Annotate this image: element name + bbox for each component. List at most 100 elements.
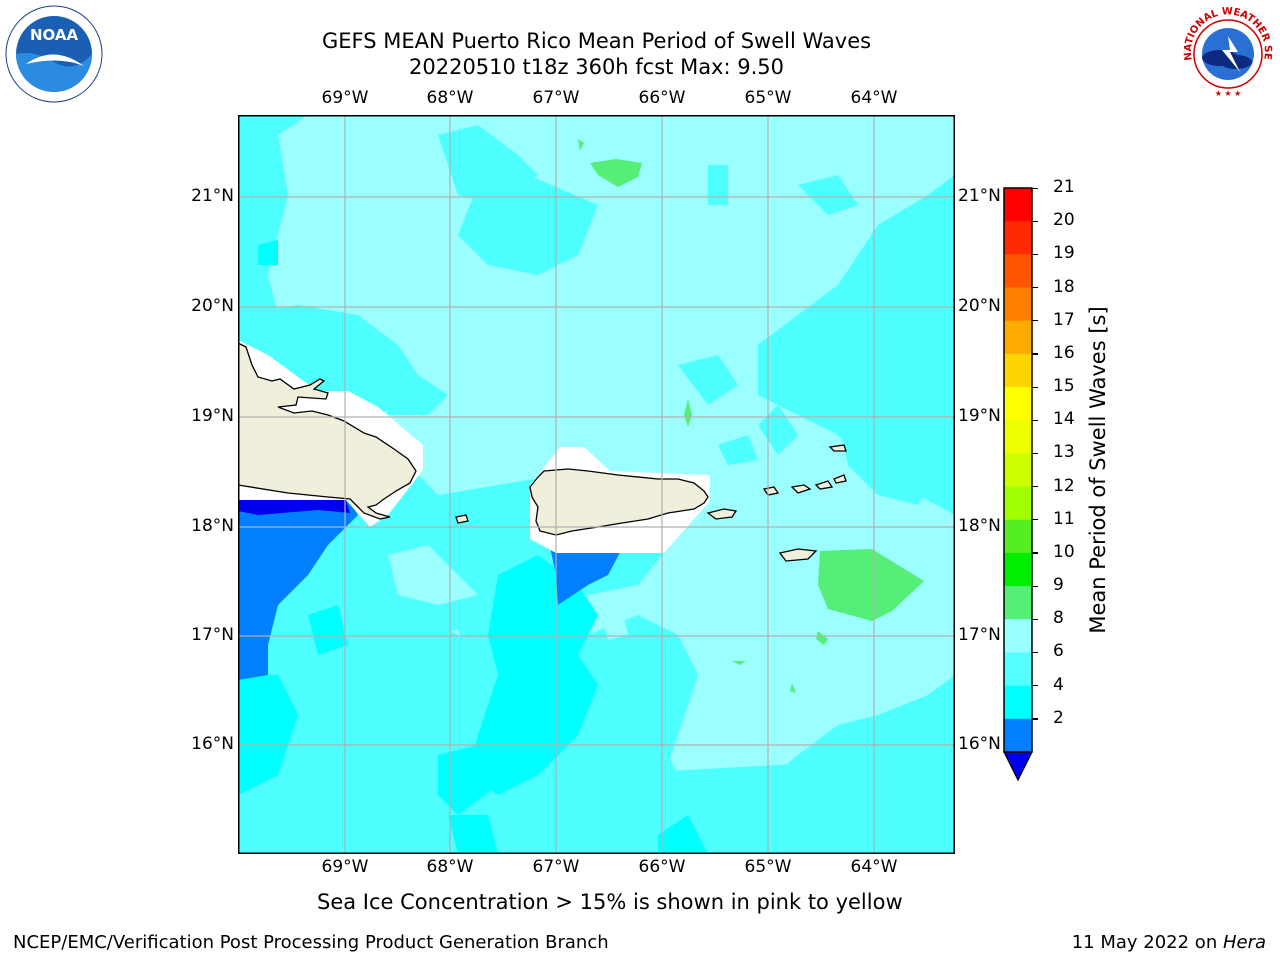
colorbar-tick-label: 18 [1053,276,1075,297]
lon-label-bottom: 68°W [426,857,474,877]
colorbar-tick-label: 9 [1053,575,1064,596]
lon-label-bottom: 67°W [532,857,580,877]
swell-period-map [237,115,955,854]
puerto-rico-land [529,468,709,536]
nws-logo: NATIONAL WEATHER SERVICE ★ ★ ★ [1174,0,1278,102]
hispaniola-land [237,341,417,520]
footer-left: NCEP/EMC/Verification Post Processing Pr… [13,932,609,953]
colorbar-bin [1004,387,1032,421]
colorbar-bin [1004,420,1032,454]
colorbar-tick-label: 14 [1053,409,1075,430]
footer-date: 11 May 2022 on [1071,932,1223,953]
colorbar-tick-label: 12 [1053,475,1075,496]
colorbar-tick-label: 17 [1053,309,1075,330]
colorbar-bin [1004,586,1032,620]
colorbar-tick-mark [1032,253,1038,256]
footer-right: 11 May 2022 on Hera [1072,932,1266,953]
lon-label-bottom: 69°W [321,857,369,877]
field-lt2s [238,500,350,515]
lat-label-left: 20°N [191,296,234,316]
colorbar-tick-label: 10 [1053,541,1075,562]
sea-ice-note: Sea Ice Concentration > 15% is shown in … [317,890,903,914]
colorbar-tick-mark [1032,452,1038,455]
colorbar-extend [1003,751,1033,782]
colorbar-bin [1004,320,1032,355]
graticule [238,115,955,854]
map-title: GEFS MEAN Puerto Rico Mean Period of Swe… [321,29,872,53]
colorbar-label: Mean Period of Swell Waves [s] [1086,306,1110,634]
colorbar-tick-label: 4 [1053,674,1064,695]
lon-label-top: 68°W [426,88,474,108]
lat-label-right: 21°N [958,186,1001,206]
field-9-10s [578,139,924,693]
colorbar-tick-mark [1032,220,1038,222]
lon-label-top: 65°W [744,88,792,108]
colorbar-bin [1004,287,1032,322]
colorbar-bin [1004,619,1032,653]
colorbar-bin [1004,486,1032,521]
colorbar-tick-mark [1032,187,1038,189]
colorbar-tick-mark [1032,685,1038,687]
colorbar-tick-label: 8 [1053,608,1064,629]
lat-label-right: 19°N [958,406,1001,426]
map-subtitle: 20220510 t18z 360h fcst Max: 9.50 [409,55,784,79]
map-frame [238,115,955,854]
lat-label-right: 16°N [958,734,1001,754]
virgin-gorda-island [833,474,847,484]
footer-host: Hera [1222,932,1266,953]
noaa-logo-text: NOAA [30,26,79,44]
colorbar-bin [1004,221,1032,255]
lat-label-left: 17°N [191,625,234,645]
lon-label-top: 67°W [532,88,580,108]
mona-island [455,514,469,524]
lat-label-right: 17°N [958,625,1001,645]
lon-label-bottom: 66°W [638,857,686,877]
colorbar-tick-label: 19 [1053,243,1075,264]
colorbar-bin [1004,188,1032,222]
colorbar-bin [1004,718,1032,753]
st-croix-island [778,548,818,562]
colorbar-tick-label: 2 [1053,707,1064,728]
lat-label-left: 21°N [191,186,234,206]
colorbar-bin [1004,552,1032,587]
lon-label-top: 66°W [638,88,686,108]
land [237,341,847,562]
colorbar-tick-label: 16 [1053,342,1075,363]
map-panel[interactable] [237,115,955,854]
lon-label-top: 64°W [850,88,898,108]
colorbar-tick-label: 11 [1053,508,1075,529]
colorbar-bin [1004,353,1032,388]
colorbar-tick-mark [1032,486,1038,488]
colorbar-tick-label: 20 [1053,210,1075,231]
colorbar-tick-label: 13 [1053,442,1075,463]
svg-text:★ ★ ★: ★ ★ ★ [1215,89,1242,98]
colorbar-tick-mark [1032,552,1038,554]
field-4-6s [238,240,708,854]
colorbar-tick-mark [1032,287,1038,289]
colorbar-tick-mark [1032,419,1038,421]
st-john-island [790,484,812,494]
colorbar-tick-mark [1032,320,1038,322]
colorbar-tick-mark [1032,585,1038,587]
lat-label-left: 16°N [191,734,234,754]
anegada-island [828,444,847,452]
colorbar-bin [1004,254,1032,289]
colorbar-bin [1004,685,1032,720]
colorbar-tick-mark [1032,353,1038,355]
lon-label-bottom: 64°W [850,857,898,877]
colorbar-tick-mark [1032,651,1038,654]
colorbar-tick-mark [1032,519,1038,521]
colorbar-tick-mark [1032,718,1038,720]
vieques-island [706,508,738,520]
colorbar-tick-mark [1032,386,1038,388]
lon-label-top: 69°W [321,88,369,108]
lat-label-right: 20°N [958,296,1001,316]
colorbar-tick-label: 15 [1053,376,1075,397]
lat-label-left: 19°N [191,406,234,426]
colorbar-tick-label: 6 [1053,641,1064,662]
lat-label-right: 18°N [958,516,1001,536]
tortola-island [814,480,834,490]
lon-label-bottom: 65°W [744,857,792,877]
colorbar-tick-label: 21 [1053,177,1075,197]
lat-label-left: 18°N [191,516,234,536]
